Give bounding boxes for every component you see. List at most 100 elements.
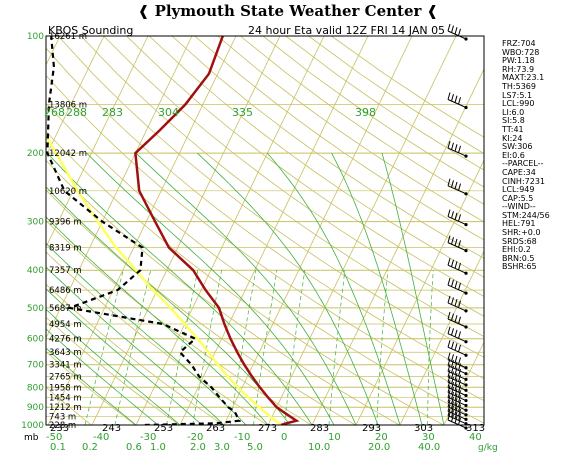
wind-barb-icon [447,209,468,227]
wind-barb-icon [447,375,468,392]
height-label: 1212 m [49,403,82,413]
wind-barb-icon [447,352,468,370]
isotherm-line [47,36,237,425]
height-label: 1454 m [49,394,82,404]
index-item: SI:5.8 [502,116,525,126]
isotherm-line [179,36,369,425]
moist-adiabat-line [46,347,137,425]
isotherm-line [46,36,149,248]
dry-adiabat-line [46,47,484,380]
isotherm-line [0,36,16,425]
dry-adiabat-line [46,386,92,425]
dry-adiabat-line [46,351,136,425]
mixing-ratio-tick-label: 40.0 [418,442,440,453]
dry-adiabat-line [46,316,180,425]
temperature-tick-label: -10 [234,432,250,443]
wind-barb-icon [447,178,468,196]
dry-adiabat-line [80,36,484,338]
chart-title-right: 24 hour Eta valid 12Z FRI 14 JAN 05 [248,24,445,37]
dry-adiabat-line [46,251,268,425]
chart-title-left: KBOS Sounding [48,24,133,37]
dry-adiabat-line [46,283,224,425]
dry-adiabat-line [171,36,484,259]
index-item: FRZ:704 [502,39,536,48]
upper-theta-label: 283 [102,106,123,119]
wind-barb-icon [447,412,468,430]
height-label: 16261 m [49,32,87,42]
wind-barb-icon [447,295,468,313]
height-label: 10620 m [49,187,87,197]
height-label: 3341 m [49,361,82,371]
dry-adiabat-line [194,36,484,241]
mixing-ratio-line [376,270,389,425]
upper-theta-label: 268 [44,106,65,119]
index-item: LCL:990 [502,99,535,109]
dry-adiabat-line [148,36,484,278]
temperature-tick-label: -50 [46,432,62,443]
height-label: 228 m [49,421,76,431]
wind-barb-icon [447,369,468,387]
height-label: 9396 m [49,218,82,228]
mixing-ratio-tick-label: 0.1 [50,442,66,453]
index-item: TH:5369 [502,81,536,91]
dry-adiabat-line [46,189,356,425]
index-item: --PARCEL-- [502,159,544,169]
pressure-tick-label: 600 [27,335,44,345]
theta-tick-label: 313 [466,423,485,434]
temperature-tick-label: 30 [422,432,435,443]
wind-barb-icon [447,92,468,110]
upper-theta-label: 304 [158,106,179,119]
pressure-tick-label: 500 [27,304,44,314]
index-item: SRDS:68 [502,236,537,246]
temperature-profile-line [134,36,300,425]
moist-adiabat-line [266,152,401,425]
pressure-tick-label: 200 [27,149,44,159]
dry-adiabat-line [103,36,484,317]
mixing-ratio-tick-label: 3.0 [214,442,230,453]
isotherm-line [443,341,484,425]
pressure-tick-label: 700 [27,361,44,371]
index-item: EHI:0.2 [502,245,531,255]
pressure-tick-label: 900 [27,403,44,413]
flag-icon-left: ❰ [137,3,150,20]
mixing-ratio-line [284,270,306,425]
mixing-ratio-tick-label: 0.6 [126,442,142,453]
index-item: LCL:949 [502,185,535,195]
temperature-tick-label: -30 [140,432,156,443]
temperature-tick-label: 0 [281,432,287,443]
isotherm-line [223,36,413,425]
wind-barb-icon [447,140,468,158]
dry-adiabat-line [217,36,484,223]
index-item: PW:1.18 [502,56,535,66]
wind-barb-icon [447,326,468,344]
index-item: STM:244/56 [502,210,550,220]
temperature-tick-label: -40 [93,432,109,443]
mixing-ratio-tick-label: 1.0 [150,442,166,453]
mixing-ratio-line [166,270,199,425]
height-label: 6486 m [49,286,82,296]
theta-tick-label: 243 [102,423,121,434]
isotherm-line [46,36,105,157]
moist-adiabat-line [331,152,423,425]
height-label: 3643 m [49,348,82,358]
dry-adiabat-line [240,36,484,205]
mb-unit-label: mb [24,433,39,443]
pressure-tick-label: 100 [27,32,44,42]
wind-barb-icon [447,380,468,398]
wind-barb-icon [447,235,468,253]
wind-barb-icon [447,277,468,295]
wind-barb-icon [447,23,468,41]
moist-adiabat-line [86,152,335,425]
index-item: EI:0.6 [502,150,525,160]
dry-adiabat-line [57,36,484,358]
theta-tick-label: 233 [50,423,69,434]
wind-barb-icon [447,399,468,417]
height-label: 1958 m [49,383,82,393]
dry-adiabat-line [46,159,400,425]
index-item: LI:6.0 [502,107,525,117]
mixing-ratio-tick-label: 20.0 [368,442,390,453]
height-label: 13806 m [49,100,87,110]
wind-barb-icon [447,340,468,357]
wind-barb-icon [447,390,468,408]
